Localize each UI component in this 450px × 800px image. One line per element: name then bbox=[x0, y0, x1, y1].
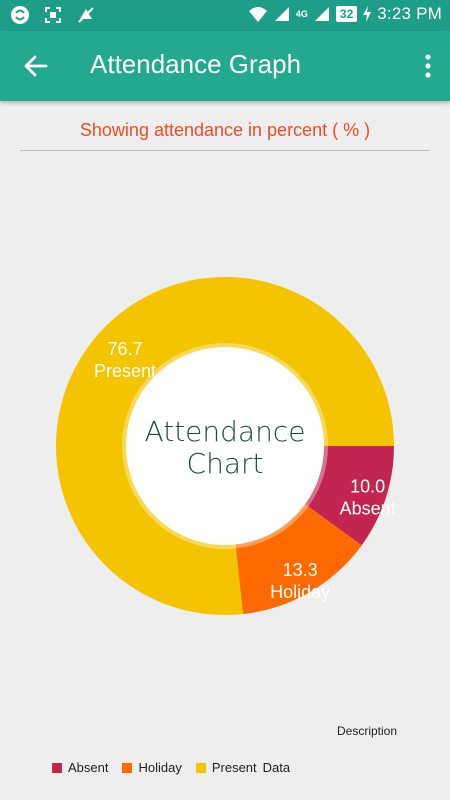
legend-item-present: Present Data bbox=[195, 760, 291, 775]
slice-value-present: 76.7 bbox=[107, 339, 142, 359]
legend-item-absent: Absent bbox=[52, 760, 108, 775]
center-text-line1: Attendance bbox=[145, 415, 306, 448]
signal-icon bbox=[314, 7, 329, 21]
slice-present[interactable] bbox=[56, 277, 395, 615]
legend-swatch-holiday bbox=[122, 762, 133, 773]
status-bar: 4G 32 3:23 PM bbox=[0, 0, 450, 31]
app-bar: Attendance Graph bbox=[0, 31, 450, 101]
center-text-line2: Chart bbox=[187, 447, 264, 480]
legend-swatch-present bbox=[195, 762, 206, 773]
donut-hole bbox=[126, 347, 324, 545]
clock: 3:23 PM bbox=[377, 4, 442, 23]
legend-item-holiday: Holiday bbox=[122, 760, 182, 775]
page-title: Attendance Graph bbox=[90, 49, 302, 79]
chart-legend: Absent Holiday Present Data bbox=[52, 760, 290, 775]
mute-icon bbox=[78, 7, 94, 23]
legend-label-data: Data bbox=[262, 760, 291, 775]
legend-label-present: Present bbox=[211, 760, 257, 775]
sync-icon bbox=[11, 6, 29, 24]
signal-icon bbox=[274, 7, 289, 21]
chart-subtitle: Showing attendance in percent ( % ) bbox=[79, 120, 371, 140]
legend-label-holiday: Holiday bbox=[138, 760, 182, 775]
battery-icon: 32 bbox=[335, 6, 358, 22]
divider bbox=[20, 150, 430, 151]
slice-name-holiday: Holiday bbox=[270, 582, 330, 602]
arrow-back-icon[interactable] bbox=[22, 52, 50, 80]
legend-swatch-absent bbox=[52, 762, 62, 773]
slice-value-holiday: 13.3 bbox=[283, 560, 318, 580]
screenshot-icon bbox=[45, 7, 61, 23]
more-vert-icon[interactable] bbox=[420, 51, 436, 81]
chart-description: Description bbox=[337, 724, 398, 738]
slice-name-absent: Absent bbox=[340, 498, 396, 518]
legend-label-absent: Absent bbox=[68, 760, 109, 775]
4g-icon: 4G bbox=[295, 9, 308, 19]
slice-name-present: Present bbox=[94, 361, 156, 381]
slice-value-absent: 10.0 bbox=[350, 476, 385, 496]
wifi-icon bbox=[248, 7, 267, 22]
charging-icon bbox=[363, 6, 372, 22]
